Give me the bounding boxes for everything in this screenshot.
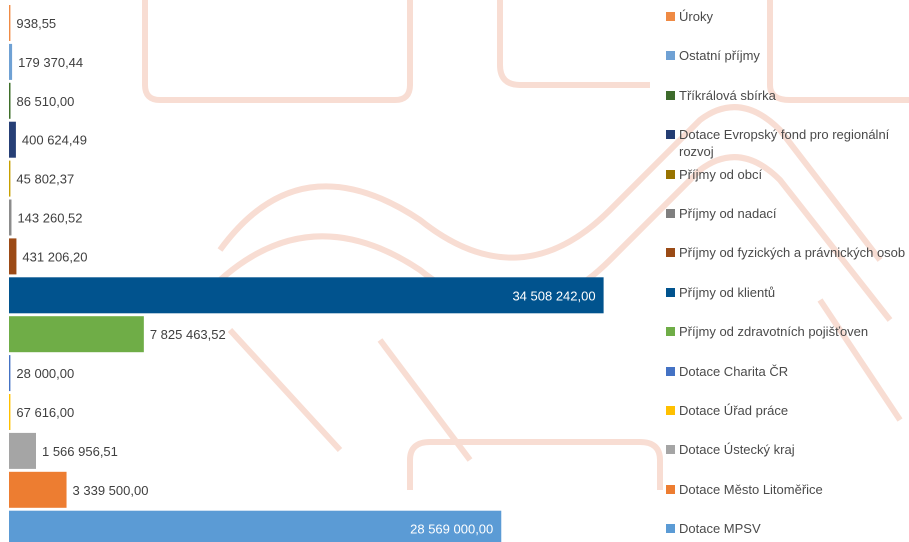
legend-label: Příjmy od zdravotních pojišťoven	[679, 323, 907, 340]
legend-swatch	[666, 367, 675, 376]
data-label-4: 45 802,37	[16, 172, 74, 187]
bar-10	[9, 394, 10, 430]
bar-1	[9, 44, 12, 80]
data-label-0: 938,55	[16, 16, 56, 31]
legend-swatch	[666, 12, 675, 21]
bar-2	[9, 83, 10, 119]
bar-8	[9, 316, 144, 352]
bar-chart: 938,55 179 370,44 86 510,00 400 624,49 45 80…	[0, 0, 630, 542]
legend-swatch	[666, 524, 675, 533]
data-label-13: 28 569 000,00	[410, 522, 493, 537]
legend-swatch	[666, 288, 675, 297]
legend-swatch	[666, 485, 675, 494]
data-label-9: 28 000,00	[16, 366, 74, 381]
legend-label: Ostatní příjmy	[679, 47, 907, 64]
legend-label: Příjmy od klientů	[679, 284, 907, 301]
data-label-3: 400 624,49	[22, 133, 87, 148]
legend-swatch	[666, 91, 675, 100]
chart-legend: Úroky Ostatní příjmy Tříkrálová sbírka Dota…	[664, 0, 909, 542]
legend-swatch	[666, 209, 675, 218]
legend-swatch	[666, 327, 675, 336]
data-label-7: 34 508 242,00	[512, 288, 595, 303]
legend-label: Dotace Evropský fond pro regionální rozv…	[679, 126, 907, 160]
legend-label: Úroky	[679, 8, 907, 25]
bar-4	[9, 161, 10, 197]
bar-0	[9, 5, 10, 41]
legend-label: Příjmy od obcí	[679, 166, 907, 183]
legend-label: Příjmy od nadací	[679, 205, 907, 222]
legend-label: Dotace Charita ČR	[679, 363, 907, 380]
legend-label: Dotace MPSV	[679, 520, 907, 537]
legend-swatch	[666, 51, 675, 60]
data-label-12: 3 339 500,00	[73, 483, 149, 498]
data-label-8: 7 825 463,52	[150, 327, 226, 342]
data-label-10: 67 616,00	[16, 405, 74, 420]
data-label-1: 179 370,44	[18, 55, 83, 70]
bar-12	[9, 472, 67, 508]
bar-11	[9, 433, 36, 469]
bar-6	[9, 238, 16, 274]
legend-swatch	[666, 170, 675, 179]
legend-swatch	[666, 248, 675, 257]
data-label-5: 143 260,52	[17, 211, 82, 226]
legend-label: Tříkrálová sbírka	[679, 87, 907, 104]
legend-label: Dotace Ústecký kraj	[679, 441, 907, 458]
legend-label: Dotace Úřad práce	[679, 402, 907, 419]
bar-9	[9, 355, 10, 391]
legend-label: Dotace Město Litoměřice	[679, 481, 907, 498]
data-label-6: 431 206,20	[22, 249, 87, 264]
legend-label: Příjmy od fyzických a právnických osob	[679, 244, 907, 261]
legend-swatch	[666, 406, 675, 415]
bar-3	[9, 122, 16, 158]
legend-swatch	[666, 445, 675, 454]
legend-swatch	[666, 130, 675, 139]
bar-5	[9, 200, 11, 236]
data-label-2: 86 510,00	[16, 94, 74, 109]
data-label-11: 1 566 956,51	[42, 444, 118, 459]
